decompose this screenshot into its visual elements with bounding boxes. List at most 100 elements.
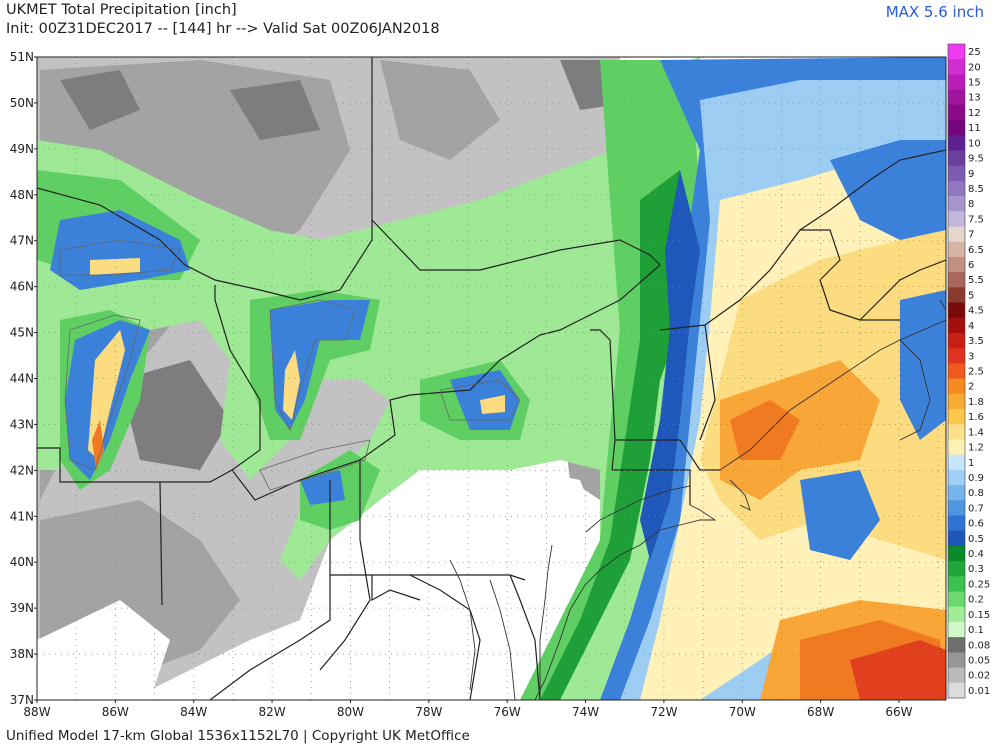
lon-label: 68W <box>807 705 834 719</box>
lon-label: 66W <box>885 705 912 719</box>
lat-label: 37N <box>10 693 34 707</box>
colorbar-label: 10 <box>968 138 981 149</box>
colorbar-label: 3.5 <box>968 336 984 347</box>
colorbar-label: 15 <box>968 78 981 89</box>
colorbar-label: 2.5 <box>968 367 984 378</box>
colorbar-label: 12 <box>968 108 981 119</box>
colorbar-swatch <box>948 485 965 501</box>
lake-effect-huron-max <box>283 350 300 420</box>
lat-label: 44N <box>10 372 34 386</box>
lon-label: 80W <box>337 705 364 719</box>
political-borders <box>37 57 946 700</box>
lat-label: 49N <box>10 142 34 156</box>
latitude-labels: 51N 50N 49N 48N 47N 46N 45N 44N 43N 42N 41N 40N 39N 3… <box>10 50 37 707</box>
blue-precip-ne-gulf <box>830 140 946 240</box>
colorbar-swatch <box>948 196 965 212</box>
lat-label: 46N <box>10 280 34 294</box>
colorbar-swatch <box>948 104 965 121</box>
lon-label: 70W <box>729 705 756 719</box>
green-precip-dark <box>540 170 690 700</box>
colorbar-swatch <box>948 135 965 151</box>
colorbar-label: 6.5 <box>968 245 984 256</box>
gray-precip-dark-2 <box>60 70 140 130</box>
colorbar-swatch <box>948 150 965 167</box>
colorbar-swatch <box>948 667 965 684</box>
dry-area-midatlantic <box>300 460 600 700</box>
colorbar-label: 9 <box>968 169 974 180</box>
lon-label: 74W <box>572 705 599 719</box>
colorbar-swatch <box>948 302 965 319</box>
colorbar-label: 4.5 <box>968 306 984 317</box>
colorbar-swatch <box>948 561 965 577</box>
lon-label: 84W <box>180 705 207 719</box>
colorbar-frame <box>947 43 966 699</box>
colorbar-swatch <box>948 74 965 91</box>
colorbar-swatch <box>948 363 965 380</box>
lat-label: 41N <box>10 509 34 523</box>
colorbar-label: 0.25 <box>968 579 990 590</box>
colorbar-label: 9.5 <box>968 154 984 165</box>
colorbar-label: 0.4 <box>968 549 984 560</box>
blue-precip-erie <box>300 470 345 505</box>
colorbar-label: 0.08 <box>968 640 990 651</box>
colorbar-swatch <box>948 424 965 440</box>
lon-label: 88W <box>23 705 50 719</box>
colorbar-swatch <box>948 515 965 532</box>
colorbar-swatch <box>948 226 965 243</box>
colorbar-label: 0.8 <box>968 488 984 499</box>
init-valid-time: Init: 00Z31DEC2017 -- [144] hr --> Valid… <box>6 21 440 37</box>
colorbar-label: 2 <box>968 382 974 393</box>
colorbar-label: 0.2 <box>968 595 984 606</box>
colorbar-swatch <box>948 469 965 486</box>
blue-precip-scotia <box>900 290 946 440</box>
colorbar-swatch <box>948 256 965 273</box>
lake-effect-michigan-core <box>92 420 104 470</box>
green-precip-band <box>37 57 700 700</box>
colorbar-swatch <box>948 378 965 395</box>
lat-label: 50N <box>10 96 34 110</box>
lon-label: 86W <box>102 705 129 719</box>
colorbar-swatch <box>948 500 965 516</box>
max-precip-label: MAX 5.6 inch <box>885 3 984 21</box>
blue-precip-superior <box>50 210 190 290</box>
colorbar-label: 0.3 <box>968 564 984 575</box>
colorbar-legend: 252015131211109.598.587.576.565.554.543.… <box>947 43 990 699</box>
colorbar-label: 0.01 <box>968 686 990 697</box>
colorbar-label: 1.8 <box>968 397 984 408</box>
lat-label: 40N <box>10 555 34 569</box>
dry-area-southwest <box>37 600 170 700</box>
lon-label: 76W <box>494 705 521 719</box>
lat-label: 51N <box>10 50 34 64</box>
gray-precip-dark-3 <box>230 80 320 140</box>
lat-label: 45N <box>10 326 34 340</box>
colorbar-label: 5 <box>968 290 974 301</box>
colorbar-label: 3 <box>968 351 974 362</box>
colorbar-swatch <box>948 211 965 228</box>
model-credit: Unified Model 17-km Global 1536x1152L70 … <box>6 728 470 744</box>
colorbar-label: 8 <box>968 199 974 210</box>
colorbar-label: 0.5 <box>968 534 984 545</box>
colorbar-label: 0.05 <box>968 655 990 666</box>
colorbar-swatch <box>948 591 965 608</box>
colorbar-swatch <box>948 89 965 106</box>
lon-label: 72W <box>650 705 677 719</box>
colorbar-label: 0.02 <box>968 671 990 682</box>
lake-effect-ontario-max <box>480 395 505 414</box>
lat-label: 43N <box>10 417 34 431</box>
colorbar-swatch <box>948 287 965 304</box>
colorbar-label: 8.5 <box>968 184 984 195</box>
colorbar-swatch <box>948 652 965 669</box>
colorbar-label: 7 <box>968 230 974 241</box>
colorbar-label: 0.9 <box>968 473 984 484</box>
gray-precip-north <box>380 60 500 160</box>
lat-label: 42N <box>10 463 34 477</box>
colorbar-swatch <box>948 530 965 547</box>
colorbar-label: 6 <box>968 260 974 271</box>
red-precip-south <box>850 640 946 700</box>
colorbar-swatch <box>948 409 965 425</box>
colorbar-label: 25 <box>968 47 981 58</box>
colorbar-label: 1.6 <box>968 412 984 423</box>
lat-label: 48N <box>10 188 34 202</box>
orange-dark-precip-maine <box>730 400 800 460</box>
colorbar-swatch <box>948 120 965 136</box>
